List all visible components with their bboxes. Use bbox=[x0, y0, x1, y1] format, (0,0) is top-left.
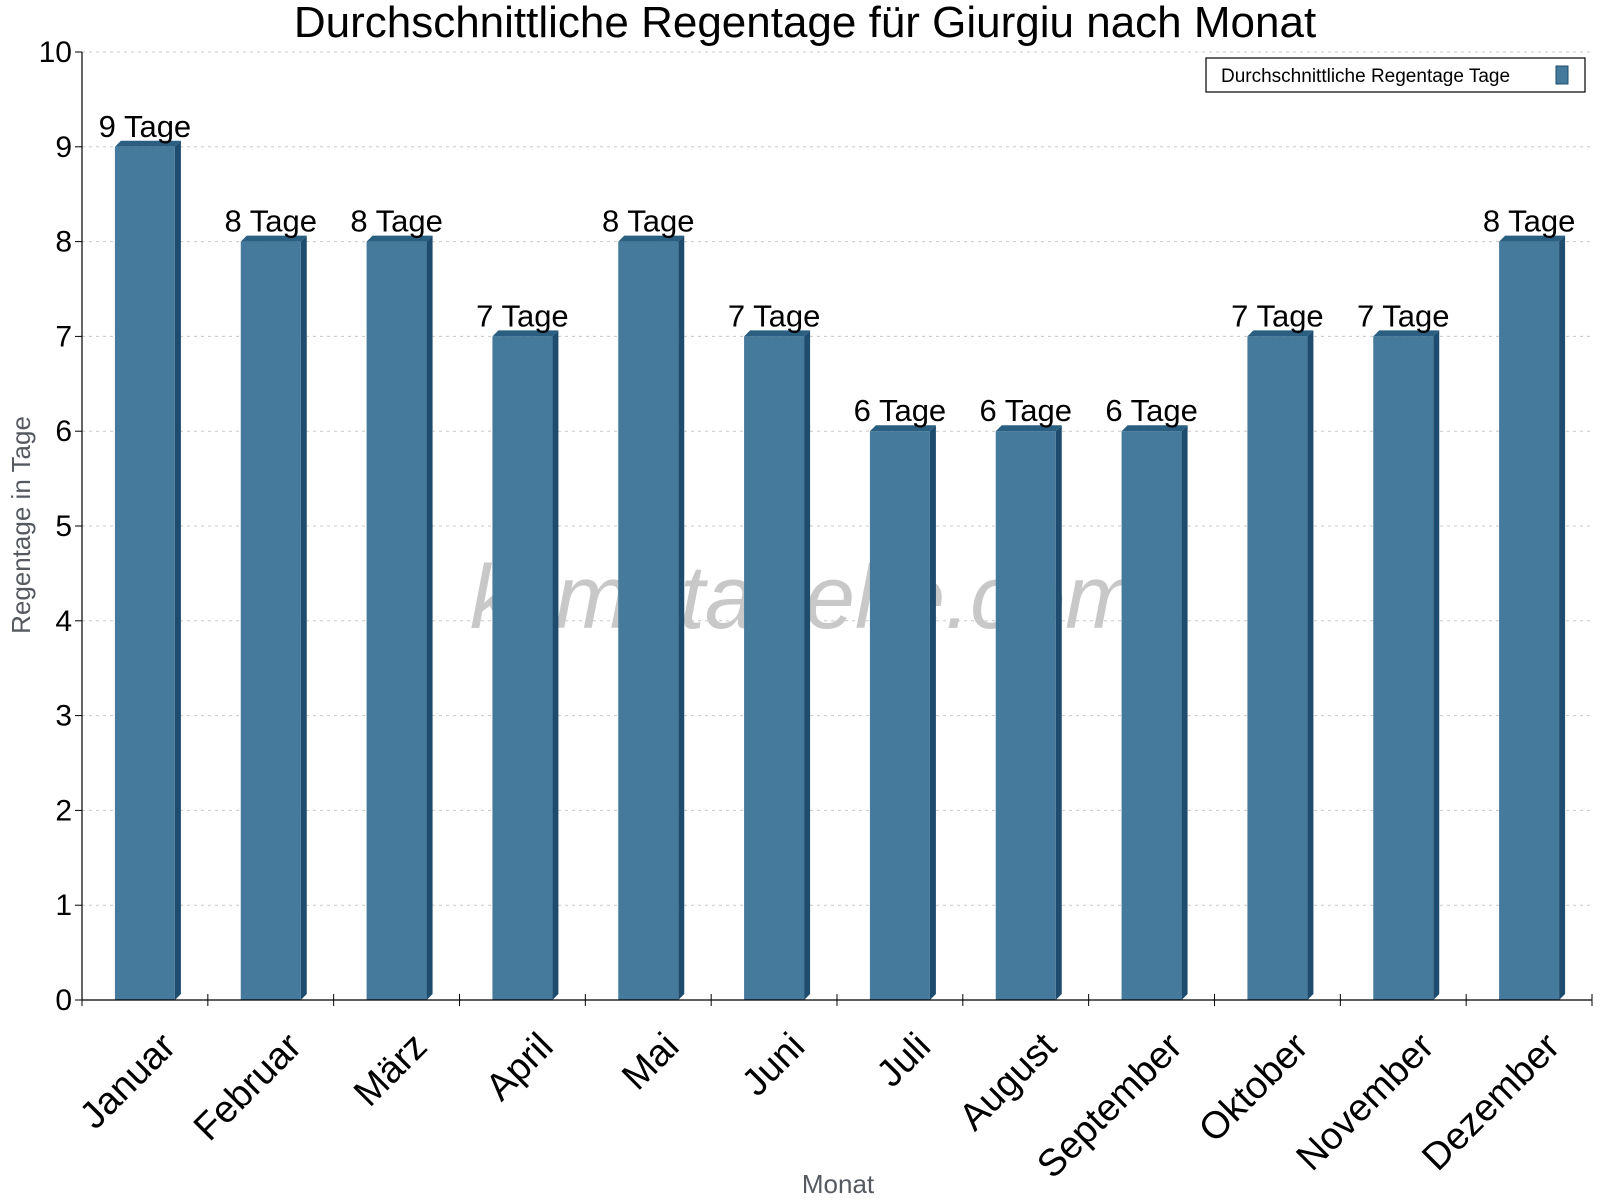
x-tick-label: August bbox=[951, 1025, 1065, 1139]
y-tick-label: 9 bbox=[55, 131, 72, 164]
data-label: 7 Tage bbox=[728, 298, 821, 333]
bar bbox=[1373, 330, 1440, 1000]
bar-side bbox=[804, 330, 811, 1000]
y-tick-label: 6 bbox=[55, 415, 72, 448]
bar-side bbox=[678, 235, 685, 1001]
y-tick-label: 4 bbox=[55, 605, 72, 638]
bar bbox=[366, 235, 433, 1001]
bar-side bbox=[300, 235, 307, 1001]
bar-front bbox=[744, 336, 805, 1000]
bar-top bbox=[1121, 425, 1188, 432]
bar-side bbox=[426, 235, 433, 1001]
x-tick-label: Dezember bbox=[1414, 1025, 1568, 1179]
data-label: 8 Tage bbox=[350, 204, 443, 239]
bar-side bbox=[174, 140, 181, 1001]
bar-top bbox=[240, 235, 307, 242]
bar bbox=[1121, 425, 1188, 1000]
y-tick-label: 3 bbox=[55, 700, 72, 733]
bar-front bbox=[869, 431, 930, 1000]
legend-box bbox=[1205, 57, 1586, 93]
bar-front bbox=[618, 241, 679, 1001]
bar-front bbox=[114, 146, 175, 1001]
data-labels: 9 Tage 8 Tage 8 Tage 7 Tage 8 Tage 7 Tage 6 Ta… bbox=[99, 109, 1576, 428]
data-label: 8 Tage bbox=[224, 204, 317, 239]
bar-top bbox=[1247, 330, 1314, 337]
bar bbox=[618, 235, 685, 1001]
x-tick-label: Januar bbox=[72, 1025, 184, 1137]
y-tick-label: 1 bbox=[55, 889, 72, 922]
bar-front bbox=[366, 241, 427, 1001]
bar-front bbox=[240, 241, 301, 1001]
x-tick-label: Februar bbox=[186, 1025, 310, 1149]
bar-front bbox=[995, 431, 1056, 1000]
x-tick-label: Oktober bbox=[1191, 1025, 1317, 1151]
bar bbox=[995, 425, 1062, 1000]
legend: Durchschnittliche Regentage Tage bbox=[1205, 57, 1586, 93]
data-label: 6 Tage bbox=[1105, 393, 1198, 428]
legend-swatch bbox=[1555, 65, 1569, 85]
x-tick-label: Mai bbox=[614, 1025, 687, 1098]
x-tick-label: Juli bbox=[869, 1025, 939, 1095]
chart-title: Durchschnittliche Regentage für Giurgiu … bbox=[294, 0, 1316, 47]
data-label: 8 Tage bbox=[1483, 204, 1576, 239]
x-tick-labels: Januar Februar März April Mai Juni Juli AugustS… bbox=[72, 1025, 1568, 1186]
bar bbox=[1499, 235, 1566, 1001]
bar-top bbox=[744, 330, 811, 337]
bar bbox=[492, 330, 559, 1000]
x-tick-label: Juni bbox=[734, 1025, 813, 1104]
bar-top bbox=[1373, 330, 1440, 337]
bar-side bbox=[1055, 425, 1062, 1000]
axes bbox=[75, 51, 1593, 1006]
bar bbox=[240, 235, 307, 1001]
data-label: 6 Tage bbox=[979, 393, 1072, 428]
data-label: 8 Tage bbox=[602, 204, 695, 239]
bar bbox=[869, 425, 936, 1000]
bar-front bbox=[1121, 431, 1182, 1000]
bar-front bbox=[1499, 241, 1560, 1001]
bar-front bbox=[1247, 336, 1308, 1000]
bar-front bbox=[492, 336, 553, 1000]
data-label: 9 Tage bbox=[99, 109, 192, 144]
bar-top bbox=[869, 425, 936, 432]
bar-front bbox=[1373, 336, 1434, 1000]
bar-side bbox=[929, 425, 936, 1000]
y-tick-label: 2 bbox=[55, 794, 72, 827]
bar-top bbox=[1499, 235, 1566, 242]
bar-side bbox=[1307, 330, 1314, 1000]
bar-side bbox=[552, 330, 559, 1000]
bar bbox=[1247, 330, 1314, 1000]
y-tick-label: 0 bbox=[55, 984, 72, 1017]
bar-side bbox=[1181, 425, 1188, 1000]
data-label: 7 Tage bbox=[476, 298, 569, 333]
bar-top bbox=[492, 330, 559, 337]
y-tick-label: 10 bbox=[39, 36, 72, 69]
legend-entry-label: Durchschnittliche Regentage Tage bbox=[1221, 66, 1510, 87]
x-tick-label: November bbox=[1289, 1025, 1443, 1179]
data-label: 6 Tage bbox=[854, 393, 947, 428]
bar-side bbox=[1559, 235, 1566, 1001]
gridlines bbox=[82, 51, 1592, 906]
bar bbox=[114, 140, 181, 1001]
bar-top bbox=[995, 425, 1062, 432]
y-axis-label: Regentage in Tage bbox=[6, 416, 36, 634]
bar-top bbox=[366, 235, 433, 242]
bar-side bbox=[1433, 330, 1440, 1000]
y-tick-labels: 0 1 2 3 4 5 6 7 8 9 10 bbox=[39, 36, 72, 1017]
data-label: 7 Tage bbox=[1231, 298, 1324, 333]
x-tick-label: April bbox=[478, 1025, 561, 1108]
bar bbox=[744, 330, 811, 1000]
y-tick-label: 8 bbox=[55, 226, 72, 259]
bar-top bbox=[618, 235, 685, 242]
bar-top bbox=[114, 140, 181, 147]
y-tick-label: 5 bbox=[55, 510, 72, 543]
x-axis-label: Monat bbox=[802, 1169, 875, 1199]
x-tick-label: März bbox=[346, 1025, 435, 1114]
bars bbox=[114, 140, 1566, 1001]
y-tick-label: 7 bbox=[55, 320, 72, 353]
data-label: 7 Tage bbox=[1357, 298, 1450, 333]
